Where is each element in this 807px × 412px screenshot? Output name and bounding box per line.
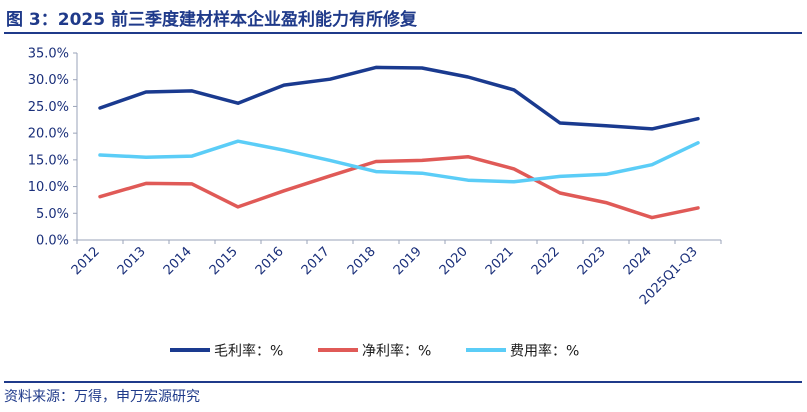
y-tick-label: 25.0% xyxy=(28,100,69,115)
x-tick-label: 2022 xyxy=(529,244,563,278)
y-tick-label: 20.0% xyxy=(28,127,69,142)
series-line-2 xyxy=(98,154,700,220)
source-divider xyxy=(4,381,802,383)
title-bar: 图 3：2025 前三季度建材样本企业盈利能力有所修复 xyxy=(4,2,802,34)
y-tick-label: 10.0% xyxy=(28,180,69,195)
x-tick-label: 2020 xyxy=(437,244,471,278)
x-tick-label: 2018 xyxy=(345,244,379,278)
x-tick-label: 2019 xyxy=(391,244,425,278)
x-tick-label: 2017 xyxy=(299,244,333,278)
x-tick-label: 2013 xyxy=(115,244,149,278)
x-tick-label: 2016 xyxy=(253,244,287,278)
line-chart: 0.0% 5.0% 10.0% 15.0% 20.0% 25.0% 30.0% 35.0% 20… xyxy=(28,47,722,360)
x-tick-label: 2024 xyxy=(621,244,655,278)
series-line-1 xyxy=(98,65,700,131)
y-tick-label: 35.0% xyxy=(28,47,69,62)
chart-title: 图 3：2025 前三季度建材样本企业盈利能力有所修复 xyxy=(6,10,417,30)
x-tick-label: 2023 xyxy=(575,244,609,278)
legend-label-2: 净利率：% xyxy=(362,343,431,360)
source-note: 资料来源：万得，申万宏源研究 xyxy=(4,389,200,405)
series-line-3 xyxy=(98,139,700,184)
y-tick-label: 15.0% xyxy=(28,153,69,168)
y-tick-label: 0.0% xyxy=(36,234,69,249)
legend-label-3: 费用率：% xyxy=(510,343,579,360)
y-tick-label: 30.0% xyxy=(28,73,69,88)
x-tick-label: 2014 xyxy=(161,244,195,278)
x-tick-label: 2012 xyxy=(69,244,103,278)
legend-label-1: 毛利率：% xyxy=(214,343,283,360)
x-tick-label: 2021 xyxy=(483,244,517,278)
y-tick-label: 5.0% xyxy=(36,207,69,222)
x-tick-label: 2015 xyxy=(207,244,241,278)
